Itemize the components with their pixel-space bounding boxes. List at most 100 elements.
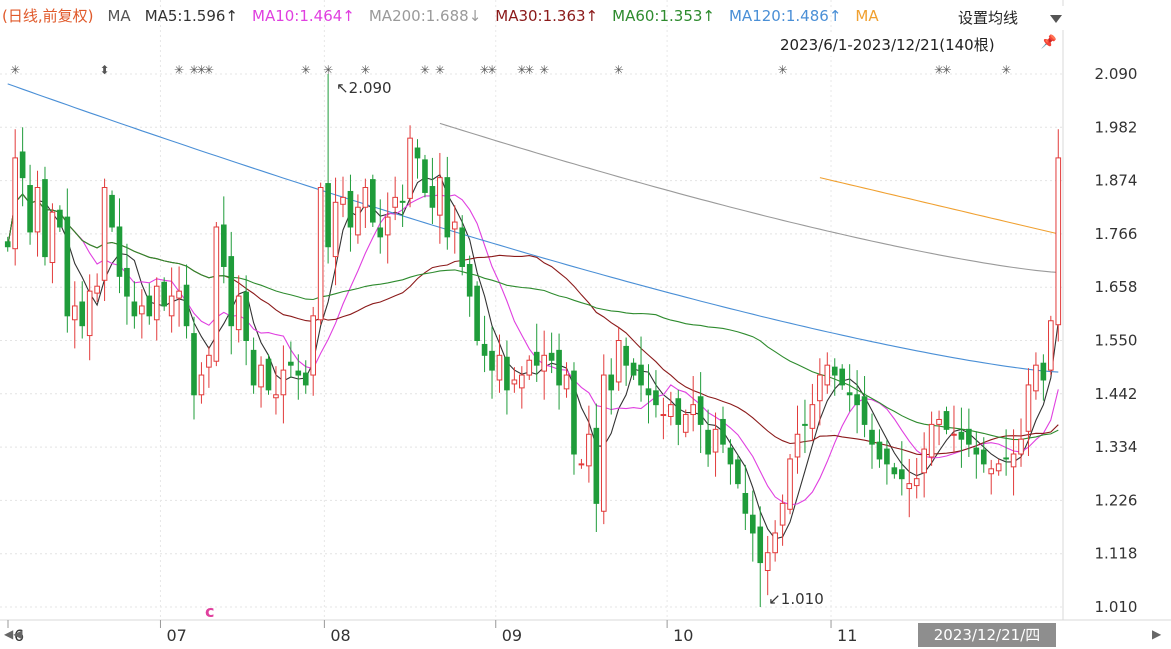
candle-up	[176, 290, 182, 299]
candle-down	[27, 185, 33, 233]
candle-down	[980, 449, 987, 465]
event-marker-icon: ✳	[934, 63, 944, 77]
candle-up	[519, 374, 525, 389]
candle-down	[288, 361, 294, 366]
legend-ma10: MA10:1.464↑	[252, 7, 355, 25]
legend-ma-more: MA	[855, 7, 879, 25]
candle-down	[474, 285, 480, 341]
candle-down	[608, 374, 615, 391]
candle-up	[794, 433, 801, 458]
candle-down	[79, 301, 86, 327]
moving-average-lines	[7, 83, 1059, 540]
candle-down	[645, 388, 652, 396]
candle-up	[809, 404, 816, 429]
ma250-line	[819, 177, 1059, 235]
legend-ma30: MA30:1.363↑	[495, 7, 599, 25]
ma-settings-dropdown[interactable]: 设置均线	[952, 6, 1068, 30]
candle-down	[161, 281, 167, 307]
candle-up	[206, 354, 212, 368]
ma-settings-label: 设置均线	[958, 9, 1019, 27]
event-marker-icon: ✳	[524, 63, 534, 77]
candle-down	[742, 492, 749, 514]
price-annotation: ↖2.090	[336, 79, 392, 97]
candle-down	[749, 514, 756, 534]
candle-up	[71, 305, 78, 321]
candle-down	[131, 301, 138, 317]
candle-up	[49, 211, 56, 264]
candle-up	[258, 364, 264, 388]
candle-down	[638, 364, 644, 386]
candle-down	[556, 349, 562, 386]
y-tick-label: 1.550	[1095, 332, 1138, 350]
candle-down	[370, 179, 376, 223]
event-marker-icon: ✳	[204, 63, 214, 77]
y-tick-label: 1.226	[1095, 491, 1138, 509]
candle-down	[444, 177, 451, 238]
candle-up	[235, 295, 242, 331]
candle-up	[168, 295, 175, 317]
candle-down	[705, 429, 711, 455]
annotations: ↖2.090 ↙1.010	[336, 79, 824, 608]
candle-up	[921, 448, 927, 474]
x-tick-label: 08	[330, 626, 350, 645]
candle-down	[124, 267, 130, 297]
candle-up	[668, 404, 674, 418]
candle-down	[377, 227, 384, 238]
pin-icon[interactable]: 📌	[1040, 35, 1058, 50]
candle-up	[995, 463, 1002, 472]
candle-up	[198, 374, 205, 396]
candle-down	[757, 526, 764, 564]
candle-up	[1033, 364, 1039, 392]
candle-up	[586, 433, 592, 467]
candle-down	[623, 345, 629, 366]
candle-down	[459, 227, 466, 267]
candle-up	[824, 364, 831, 386]
ma-label[interactable]: MA	[107, 7, 131, 25]
y-tick-label: 1.334	[1095, 438, 1138, 456]
event-marker-icon: ✳	[420, 63, 430, 77]
candle-up	[928, 423, 935, 458]
candle-down	[958, 431, 965, 440]
candles	[4, 74, 1062, 607]
event-marker-icon: ✳	[10, 63, 20, 77]
event-marker-icon: ✳	[301, 63, 311, 77]
candle-up	[1010, 453, 1017, 468]
candle-up	[139, 305, 145, 315]
x-tick-label: 09	[502, 626, 522, 645]
candle-down	[593, 427, 600, 504]
candle-up	[451, 221, 458, 230]
candle-down	[295, 370, 302, 376]
candle-up	[86, 290, 93, 337]
candle-up	[660, 414, 667, 417]
candle-up	[317, 187, 324, 321]
ma60-line	[7, 193, 1059, 441]
candle-down	[839, 368, 846, 386]
ma30-line	[7, 193, 1059, 456]
candle-down	[831, 366, 838, 376]
candle-down	[802, 423, 808, 426]
candle-up	[392, 196, 398, 208]
candle-down	[966, 428, 972, 445]
candle-down	[347, 190, 354, 228]
candle-up	[355, 206, 361, 236]
event-marker-icon: ✳	[480, 63, 490, 77]
scroll-right-icon[interactable]: ▶	[1152, 627, 1162, 641]
ma5-line	[7, 173, 1059, 540]
candle-down	[720, 418, 726, 445]
candle-down	[414, 147, 421, 159]
chevron-down-icon	[1050, 15, 1062, 23]
candle-down	[675, 398, 682, 425]
scroll-left-icon[interactable]: ◀◀	[4, 627, 23, 641]
candle-up	[1048, 320, 1054, 371]
candle-up	[12, 157, 18, 250]
y-tick-label: 1.766	[1095, 225, 1138, 243]
candle-down	[697, 396, 704, 425]
candle-up	[578, 463, 585, 466]
y-tick-label: 1.874	[1095, 172, 1138, 190]
candle-up	[906, 483, 913, 490]
y-axis: 2.090 1.982 1.874 1.766 1.658 1.550 1.442 1.334…	[1095, 65, 1138, 616]
event-marker-icon: ⬍	[100, 63, 110, 77]
candle-up	[772, 532, 778, 554]
